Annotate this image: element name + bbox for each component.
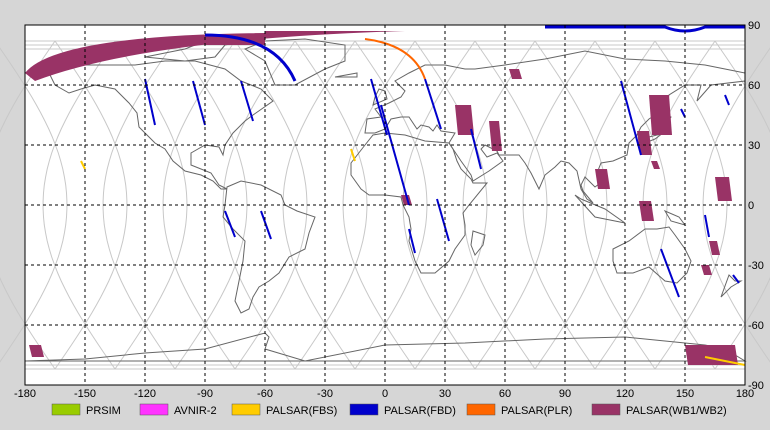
orbit-track [54, 40, 128, 370]
legend-swatch [349, 403, 379, 416]
coastline [470, 230, 486, 256]
x-axis-ticks: -180 -150 -120 -90 -60 -30 0 30 60 90 120 150 180 [14, 388, 754, 400]
coastline [48, 60, 274, 190]
orbit-track [0, 47, 68, 363]
x-tick-label: -90 [197, 388, 213, 400]
fbd-strip [620, 80, 642, 156]
y-tick-label: -60 [748, 320, 764, 332]
legend-label: PALSAR(FBS) [266, 405, 337, 417]
coastline [222, 180, 316, 314]
legend-swatch [139, 403, 169, 416]
fbs-strip [350, 148, 356, 162]
x-tick-label: 0 [382, 388, 388, 400]
orbit-track [714, 40, 770, 370]
y-axis-ticks: 90 60 30 0 -30 -60 -90 [748, 20, 764, 392]
x-tick-label: -30 [317, 388, 333, 400]
x-tick-label: 150 [676, 388, 694, 400]
fbd-strip [424, 78, 442, 130]
fbd-strip [380, 104, 410, 206]
fbs-strip [704, 356, 746, 366]
plot-area [0, 24, 770, 386]
wb-swath [701, 265, 712, 275]
fbd-strip [732, 274, 740, 284]
x-tick-label: 30 [439, 388, 451, 400]
x-tick-label: 60 [499, 388, 511, 400]
fbd-strip [224, 210, 236, 238]
x-tick-label: 120 [616, 388, 634, 400]
x-tick-label: -180 [14, 388, 36, 400]
y-tick-label: -90 [748, 380, 764, 392]
x-tick-label: -60 [257, 388, 273, 400]
y-tick-label: 60 [748, 80, 760, 92]
wb-swath [637, 131, 652, 155]
fbd-strip [704, 214, 710, 238]
wb-swath [29, 345, 44, 357]
wb-swath [649, 95, 672, 135]
legend-swatch [51, 403, 81, 416]
wb-swath [205, 35, 265, 45]
fbd-strip [192, 80, 206, 126]
legend-swatch [231, 403, 261, 416]
orbit-track [474, 40, 548, 370]
coastline [243, 38, 346, 86]
fbd-strip [370, 78, 388, 136]
map-border [24, 24, 746, 386]
orbit-track [414, 40, 488, 370]
fbd-strip [724, 94, 730, 106]
y-tick-label: 30 [748, 140, 760, 152]
orbit-track [294, 40, 368, 370]
fbd-strip [260, 210, 272, 240]
wb-swath-north [25, 31, 405, 81]
orbit-track [234, 40, 308, 370]
fbs-strips [80, 148, 746, 366]
orbit-track [114, 40, 188, 370]
fbd-strip [240, 80, 254, 122]
coastline [334, 72, 358, 78]
wb-swath [709, 241, 720, 255]
x-tick-label: 90 [559, 388, 571, 400]
legend-label: PALSAR(FBD) [384, 405, 456, 417]
fbd-arc [204, 33, 297, 82]
y-tick-label: 90 [748, 20, 760, 32]
orbit-track [354, 40, 428, 370]
orbit-track [654, 40, 728, 370]
plr-arc [364, 38, 426, 80]
y-tick-label: 0 [748, 200, 754, 212]
x-tick-label: 180 [736, 388, 754, 400]
x-tick-label: -120 [134, 388, 156, 400]
fbd-strip [680, 108, 686, 118]
y-tick-label: -30 [748, 260, 764, 272]
wb-swath [595, 169, 610, 189]
legend-label: PALSAR(WB1/WB2) [626, 405, 727, 417]
legend: PRSIM AVNIR-2 PALSAR(FBS) PALSAR(FBD) PALSAR… [51, 403, 727, 417]
orbit-track [594, 40, 668, 370]
legend-label: PALSAR(PLR) [501, 405, 572, 417]
wb-swath [489, 121, 502, 151]
orbit-track [534, 40, 608, 370]
orbit-track [0, 40, 56, 370]
coastline [350, 132, 489, 274]
coastline [720, 274, 743, 298]
legend-label: AVNIR-2 [174, 405, 217, 417]
wb-swath [651, 161, 660, 169]
fbd-strip [408, 228, 416, 254]
legend-swatch [591, 403, 621, 416]
wb-swath [715, 177, 732, 201]
fbd-strip [436, 198, 450, 242]
fbs-strip [80, 160, 86, 170]
fbd-strip [660, 248, 680, 298]
wb-swath [509, 69, 522, 79]
orbit-track [174, 40, 248, 370]
legend-swatch [466, 403, 496, 416]
wb-swath [455, 105, 474, 135]
fbd-strip [144, 78, 156, 126]
x-tick-label: -150 [74, 388, 96, 400]
wb-swath [639, 201, 654, 221]
fbd-strip [470, 128, 482, 170]
legend-label: PRSIM [86, 405, 121, 417]
